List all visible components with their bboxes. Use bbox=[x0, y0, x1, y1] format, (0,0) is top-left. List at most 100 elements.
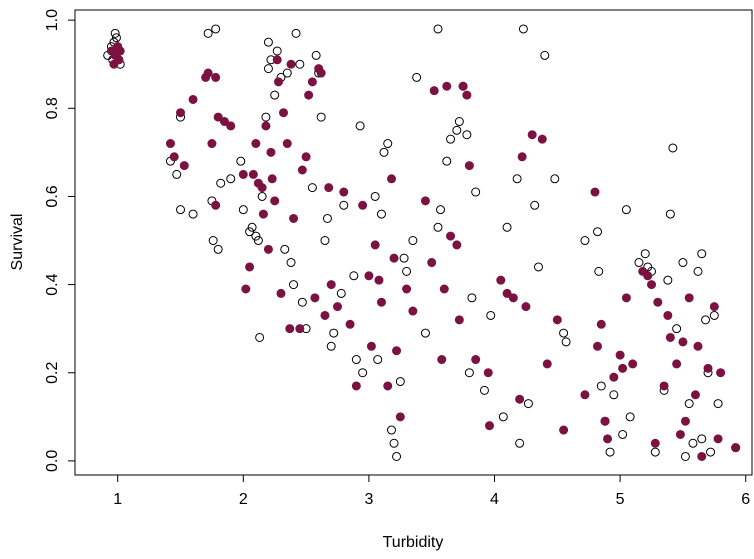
point bbox=[366, 341, 376, 351]
point bbox=[392, 451, 402, 461]
point bbox=[703, 363, 713, 373]
point bbox=[709, 310, 719, 320]
point bbox=[680, 451, 690, 461]
point bbox=[263, 37, 273, 47]
point bbox=[389, 438, 399, 448]
point bbox=[316, 68, 326, 78]
point bbox=[211, 200, 221, 210]
point bbox=[433, 222, 443, 232]
point bbox=[295, 59, 305, 69]
point bbox=[650, 438, 660, 448]
point bbox=[311, 50, 321, 60]
point bbox=[251, 139, 261, 149]
point bbox=[257, 183, 267, 193]
point bbox=[464, 161, 474, 171]
point bbox=[276, 288, 286, 298]
point bbox=[427, 258, 437, 268]
point bbox=[376, 297, 386, 307]
point bbox=[600, 416, 610, 426]
point bbox=[471, 187, 481, 197]
point bbox=[387, 425, 397, 435]
point bbox=[349, 271, 359, 281]
point bbox=[515, 438, 525, 448]
point bbox=[467, 293, 477, 303]
point bbox=[678, 258, 688, 268]
point bbox=[663, 310, 673, 320]
point bbox=[684, 293, 694, 303]
point bbox=[207, 139, 217, 149]
point bbox=[618, 363, 628, 373]
point bbox=[618, 429, 628, 439]
point bbox=[471, 355, 481, 365]
point bbox=[291, 28, 301, 38]
point bbox=[605, 447, 615, 457]
point bbox=[245, 227, 255, 237]
point bbox=[412, 72, 422, 82]
point bbox=[392, 346, 402, 356]
point bbox=[295, 324, 305, 334]
point bbox=[665, 209, 675, 219]
point bbox=[389, 253, 399, 263]
point bbox=[420, 196, 430, 206]
point bbox=[603, 434, 613, 444]
point bbox=[731, 443, 741, 453]
point bbox=[621, 205, 631, 215]
point bbox=[226, 121, 236, 131]
point bbox=[615, 350, 625, 360]
point bbox=[267, 174, 277, 184]
point bbox=[203, 68, 213, 78]
point bbox=[351, 355, 361, 365]
point bbox=[436, 205, 446, 215]
point bbox=[701, 315, 711, 325]
point bbox=[176, 205, 186, 215]
point bbox=[521, 302, 531, 312]
point bbox=[672, 324, 682, 334]
point bbox=[247, 222, 257, 232]
point bbox=[408, 236, 418, 246]
point bbox=[329, 328, 339, 338]
point bbox=[593, 341, 603, 351]
point bbox=[383, 381, 393, 391]
point bbox=[219, 117, 229, 127]
point bbox=[358, 368, 368, 378]
point bbox=[297, 297, 307, 307]
point bbox=[351, 381, 361, 391]
point bbox=[307, 183, 317, 193]
point bbox=[643, 271, 653, 281]
point bbox=[552, 315, 562, 325]
point bbox=[590, 187, 600, 197]
point bbox=[429, 86, 439, 96]
point bbox=[176, 108, 186, 118]
point bbox=[301, 152, 311, 162]
point bbox=[462, 90, 472, 100]
point bbox=[593, 227, 603, 237]
point bbox=[486, 310, 496, 320]
x-tick-label: 2 bbox=[239, 491, 248, 508]
point bbox=[479, 385, 489, 395]
point bbox=[213, 244, 223, 254]
point bbox=[439, 284, 449, 294]
point bbox=[272, 46, 282, 56]
point bbox=[110, 28, 120, 38]
point bbox=[462, 130, 472, 140]
point bbox=[211, 24, 221, 34]
x-tick-label: 3 bbox=[364, 491, 373, 508]
point bbox=[684, 399, 694, 409]
point bbox=[115, 46, 125, 56]
point bbox=[706, 447, 716, 457]
point bbox=[596, 381, 606, 391]
point bbox=[716, 368, 726, 378]
point bbox=[518, 24, 528, 34]
point bbox=[333, 302, 343, 312]
point bbox=[527, 130, 537, 140]
point bbox=[678, 337, 688, 347]
point bbox=[713, 434, 723, 444]
point bbox=[172, 169, 182, 179]
point bbox=[663, 275, 673, 285]
point bbox=[188, 209, 198, 219]
point bbox=[452, 125, 462, 135]
point bbox=[304, 90, 314, 100]
point bbox=[238, 169, 248, 179]
point bbox=[550, 174, 560, 184]
